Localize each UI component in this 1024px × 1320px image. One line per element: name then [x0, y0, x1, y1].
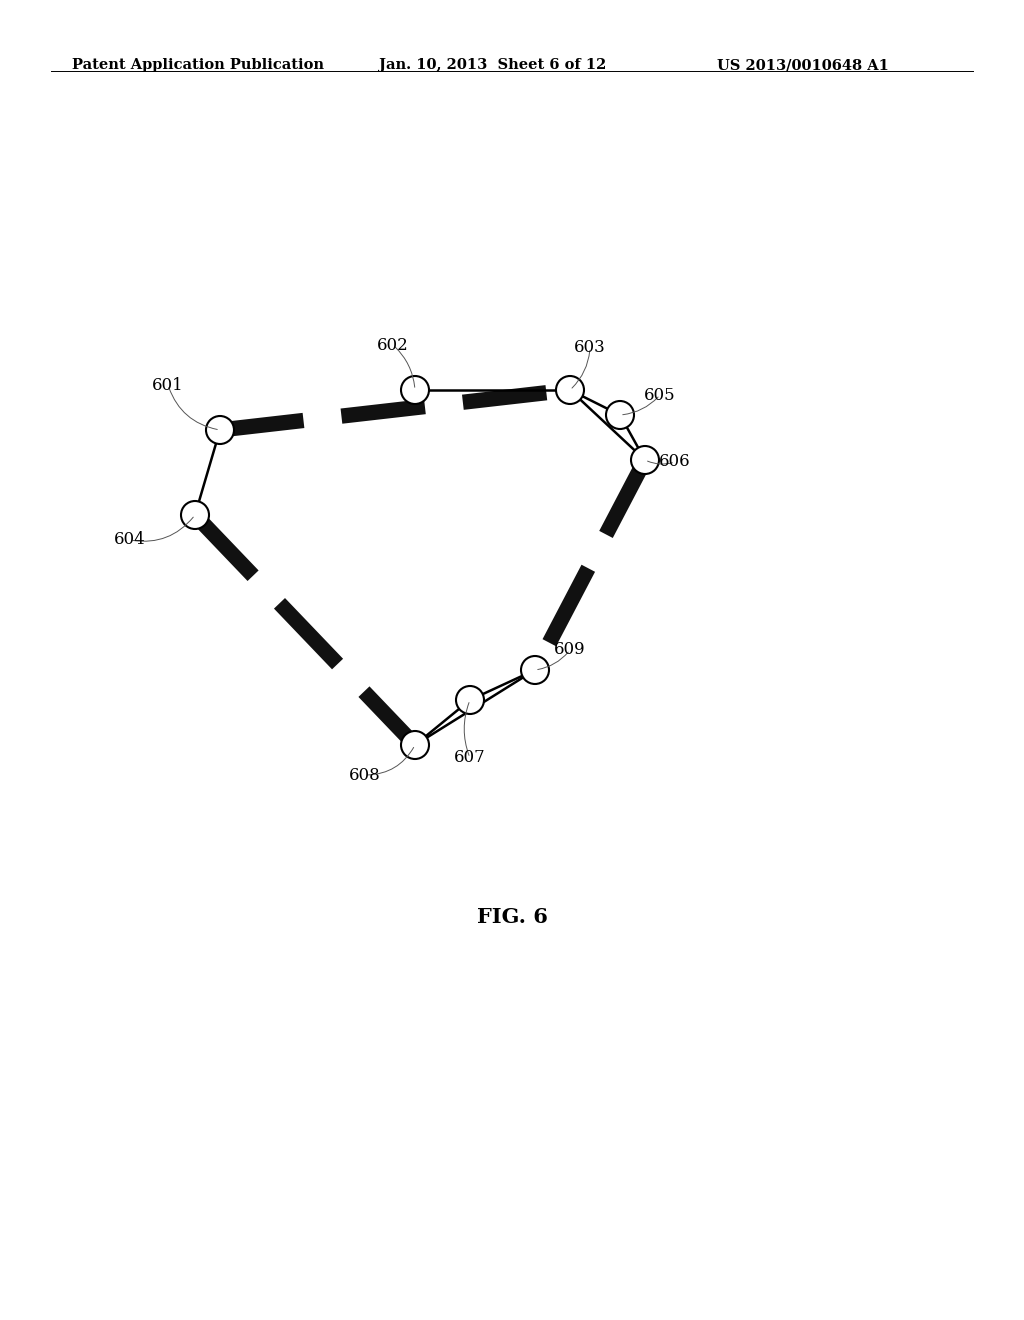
Circle shape [606, 401, 634, 429]
Text: 605: 605 [644, 387, 676, 404]
Text: 606: 606 [659, 454, 691, 470]
Text: Jan. 10, 2013  Sheet 6 of 12: Jan. 10, 2013 Sheet 6 of 12 [379, 58, 606, 73]
Circle shape [206, 416, 234, 444]
Text: Patent Application Publication: Patent Application Publication [72, 58, 324, 73]
Text: 607: 607 [454, 750, 485, 767]
Text: 603: 603 [574, 339, 606, 356]
Circle shape [456, 686, 484, 714]
Text: US 2013/0010648 A1: US 2013/0010648 A1 [717, 58, 889, 73]
Circle shape [401, 731, 429, 759]
Text: 604: 604 [114, 532, 145, 549]
Text: FIG. 6: FIG. 6 [476, 907, 548, 928]
Circle shape [401, 376, 429, 404]
Circle shape [181, 502, 209, 529]
Text: 601: 601 [153, 376, 184, 393]
Circle shape [521, 656, 549, 684]
Text: 609: 609 [554, 642, 586, 659]
Circle shape [556, 376, 584, 404]
Circle shape [631, 446, 659, 474]
Text: 608: 608 [349, 767, 381, 784]
Text: 602: 602 [377, 337, 409, 354]
